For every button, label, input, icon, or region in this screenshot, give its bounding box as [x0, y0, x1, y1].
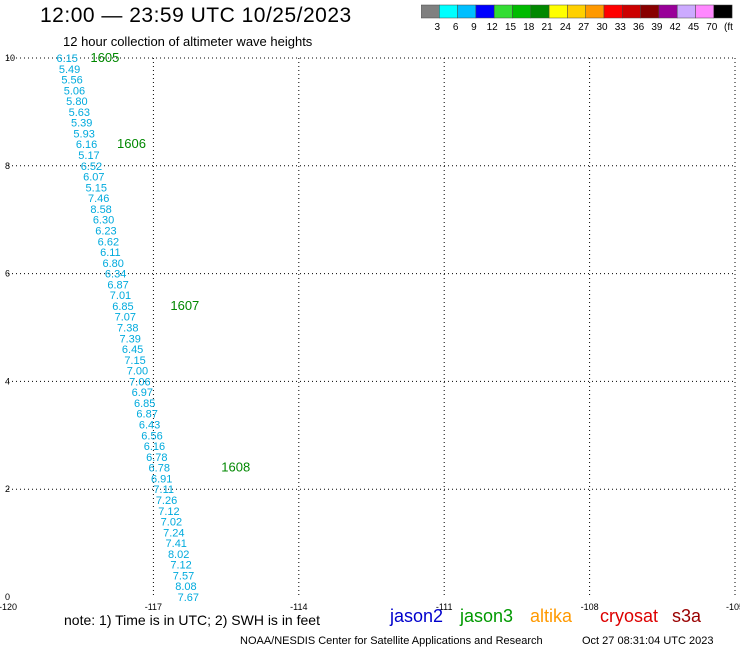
wave-height-point: 5.17 [78, 150, 99, 162]
wave-height-point: 8.02 [168, 549, 189, 561]
x-tick-label: -120 [0, 602, 17, 612]
note-text: note: 1) Time is in UTC; 2) SWH is in fe… [64, 612, 320, 628]
wave-height-point: 8.58 [90, 204, 111, 216]
wave-height-point: 7.12 [170, 560, 191, 572]
satellite-altika-label: altika [530, 606, 573, 626]
y-tick-label: 10 [5, 53, 15, 63]
time-label: 1606 [117, 136, 146, 151]
wave-height-point: 6.16 [76, 139, 97, 151]
wave-height-point: 6.87 [136, 409, 157, 421]
wave-height-point: 7.02 [161, 517, 182, 529]
satellite-jason2-label: jason2 [390, 606, 444, 626]
satellite-jason3-label: jason3 [460, 606, 514, 626]
satellite-cryosat-label: cryosat [600, 606, 659, 626]
wave-height-point: 6.11 [100, 247, 121, 259]
x-tick-label: -105 [726, 602, 740, 612]
wave-height-point: 7.26 [156, 495, 177, 507]
x-tick-label: -117 [145, 602, 162, 612]
wave-height-point: 6.15 [56, 53, 77, 65]
wave-height-point: 6.85 [134, 398, 155, 410]
wave-height-point: 6.85 [112, 301, 133, 313]
colorbar-label: 45 [688, 22, 700, 32]
wave-height-point: 8.08 [175, 581, 196, 593]
colorbar-label: 21 [542, 22, 554, 32]
y-tick-label: 8 [5, 161, 10, 171]
y-tick-label: 2 [5, 484, 10, 494]
wave-height-point: 6.78 [146, 452, 167, 464]
wave-height-point: 5.06 [64, 85, 85, 97]
wave-height-point: 5.93 [73, 128, 94, 140]
x-tick-label: -108 [581, 602, 599, 612]
time-label: 1608 [221, 460, 250, 475]
wave-height-point: 7.41 [166, 538, 187, 550]
footer-timestamp: Oct 27 08:31:04 UTC 2023 [582, 635, 714, 647]
wave-height-point: 6.45 [122, 344, 143, 356]
wave-height-point: 6.07 [83, 172, 104, 184]
colorbar-label: 24 [560, 22, 572, 32]
wave-height-point: 6.43 [139, 420, 160, 432]
wave-height-point: 7.46 [88, 193, 109, 205]
wave-height-point: 7.24 [163, 527, 184, 539]
colorbar-swatch [713, 4, 733, 19]
wave-height-point: 5.56 [61, 75, 82, 87]
wave-height-point: 5.49 [59, 64, 80, 76]
wave-height-point: 6.97 [132, 387, 153, 399]
wave-height-point: 5.39 [71, 118, 92, 130]
wave-height-point: 7.67 [178, 592, 199, 604]
x-tick-label: -111 [436, 602, 453, 612]
wave-height-point: 6.23 [95, 225, 116, 237]
wave-height-point: 7.39 [119, 333, 140, 345]
wave-height-point: 7.38 [117, 323, 138, 335]
colorbar-label: 18 [523, 22, 535, 32]
y-tick-label: 0 [5, 592, 10, 602]
wave-height-point: 7.00 [127, 366, 148, 378]
time-label: 1607 [170, 298, 199, 313]
wave-height-point: 5.63 [69, 107, 90, 119]
footer-credit: NOAA/NESDIS Center for Satellite Applica… [240, 635, 543, 647]
wave-height-point: 6.30 [93, 215, 114, 227]
y-tick-label: 6 [5, 269, 10, 279]
colorbar-label: (ft) [724, 22, 733, 32]
wave-height-point: 7.07 [115, 312, 136, 324]
wave-height-point: 7.57 [173, 570, 194, 582]
colorbar-label: 9 [471, 22, 477, 32]
wave-height-point: 6.62 [98, 236, 119, 248]
colorbar-label: 39 [651, 22, 663, 32]
wave-height-point: 6.56 [141, 430, 162, 442]
wave-height-point: 7.15 [124, 355, 145, 367]
colorbar-label: 42 [670, 22, 682, 32]
colorbar-label: 36 [633, 22, 645, 32]
wave-height-point: 6.87 [107, 279, 128, 291]
colorbar-label: 27 [578, 22, 590, 32]
wave-height-point: 6.34 [105, 269, 126, 281]
wave-height-point: 7.01 [110, 290, 131, 302]
chart-title: 12:00 — 23:59 UTC 10/25/2023 [40, 4, 352, 27]
colorbar-label: 33 [615, 22, 627, 32]
wave-height-point: 7.11 [153, 484, 174, 496]
chart-subtitle: 12 hour collection of altimeter wave hei… [63, 34, 313, 49]
colorbar-label: 12 [487, 22, 499, 32]
colorbar-label: 3 [435, 22, 441, 32]
wave-height-point: 6.16 [144, 441, 165, 453]
colorbar-label: 30 [596, 22, 608, 32]
wave-height-point: 6.91 [151, 473, 172, 485]
satellite-s3a-label: s3a [672, 606, 702, 626]
wave-height-point: 7.12 [158, 506, 179, 518]
wave-height-point: 6.52 [81, 161, 102, 173]
y-tick-label: 4 [5, 376, 10, 386]
colorbar-label: 70 [706, 22, 718, 32]
time-label: 1605 [90, 50, 119, 65]
colorbar-label: 6 [453, 22, 459, 32]
colorbar-label: 15 [505, 22, 517, 32]
wave-height-point: 7.06 [129, 376, 150, 388]
x-tick-label: -114 [290, 602, 307, 612]
wave-height-point: 5.80 [66, 96, 87, 108]
wave-height-point: 5.15 [86, 182, 107, 194]
wave-height-point: 6.80 [103, 258, 124, 270]
wave-height-point: 6.78 [149, 463, 170, 475]
